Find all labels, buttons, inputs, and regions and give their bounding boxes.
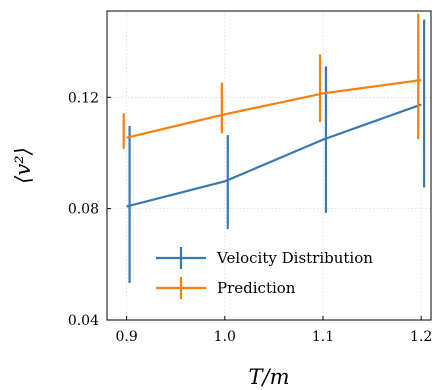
x-tick-label: 1.2 [410, 329, 432, 345]
x-tick-label: 1.1 [312, 329, 334, 345]
x-tick-label: 1.0 [214, 329, 236, 345]
ticks: 0.9 1.0 1.1 1.2 0.04 0.08 0.12 [68, 90, 432, 345]
legend-label: Prediction [217, 279, 296, 297]
x-tick-label: 0.9 [116, 329, 138, 345]
y-axis-label: ⟨v²⟩ [11, 147, 35, 184]
legend-label: Velocity Distribution [216, 249, 373, 267]
series-line [126, 78, 422, 139]
series-1 [122, 13, 422, 149]
grid [107, 11, 431, 321]
legend: Velocity Distribution Prediction [156, 247, 373, 299]
series-layer [122, 13, 426, 283]
series-0 [126, 19, 426, 283]
x-axis-label: T/m [249, 365, 290, 389]
plot-frame [106, 10, 432, 321]
y-tick-label: 0.04 [68, 313, 99, 329]
legend-item: Velocity Distribution [156, 247, 373, 269]
y-tick-label: 0.12 [68, 90, 99, 106]
y-tick-label: 0.08 [68, 202, 99, 218]
series-line [126, 103, 422, 208]
legend-item: Prediction [156, 277, 296, 299]
